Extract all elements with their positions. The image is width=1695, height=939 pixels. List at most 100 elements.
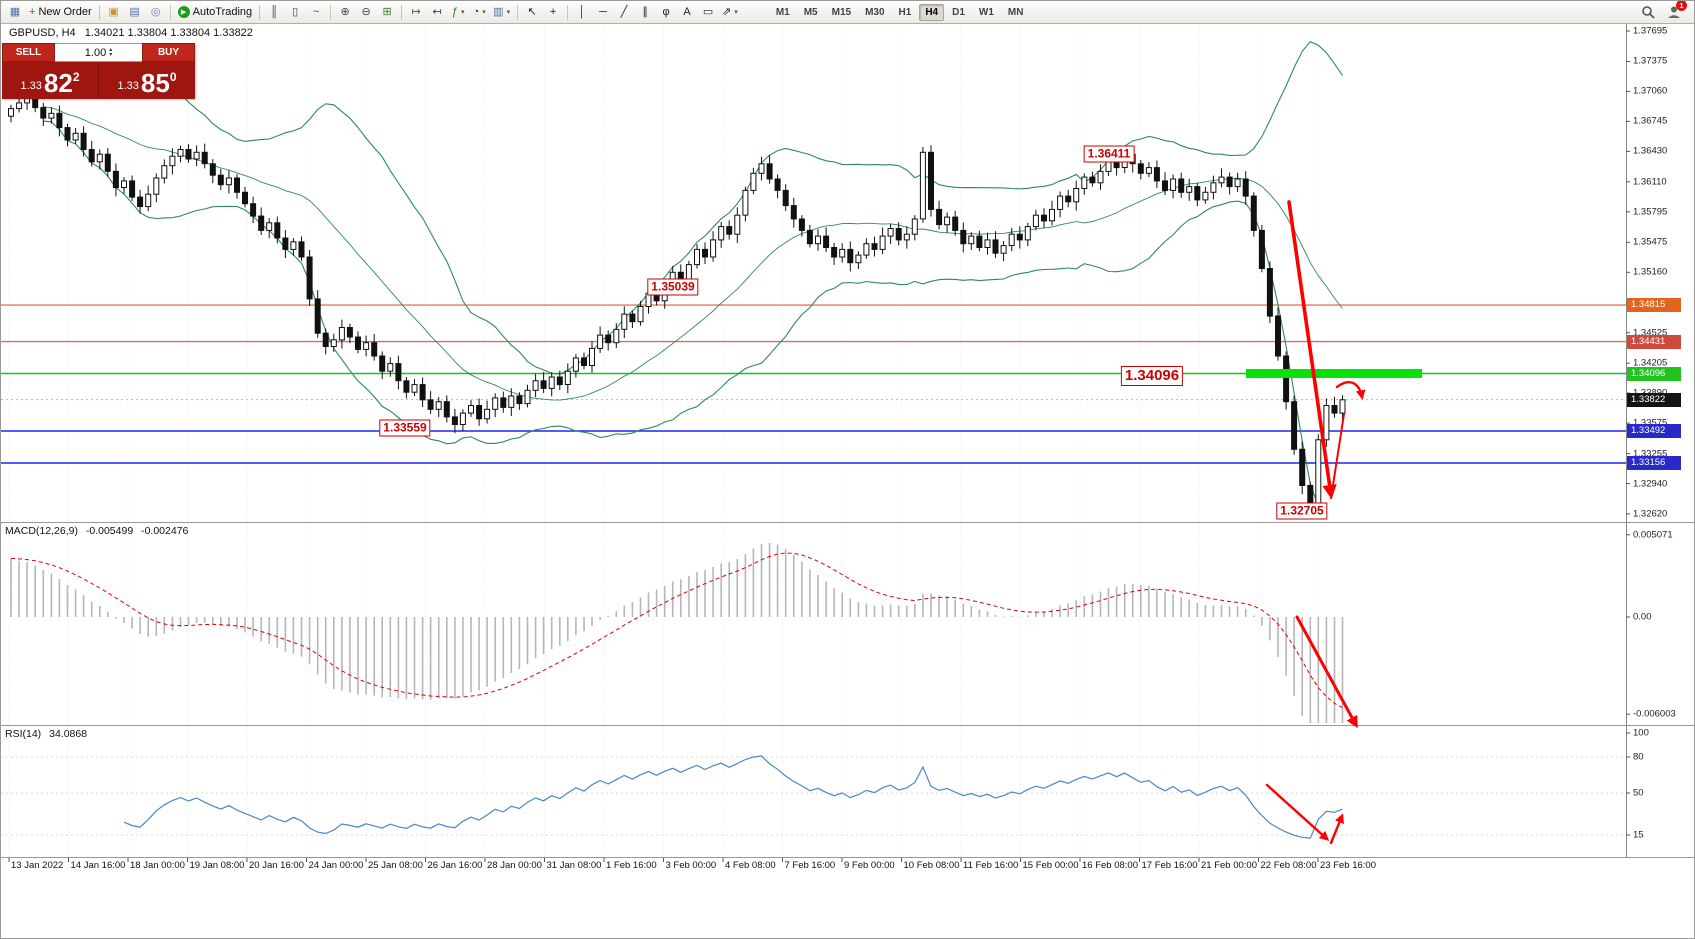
timeframe-w1[interactable]: W1 [978,6,994,18]
price-annotation[interactable]: 1.36411 [1083,145,1135,163]
periods-icon[interactable]: ◔ ▾ [469,3,489,21]
crosshair-icon[interactable]: + [543,3,563,21]
price-tick-label: 1.34525 [1633,327,1668,339]
channel-icon[interactable]: ∥ [635,3,655,21]
toolbar-right-icons: 1 [1640,1,1690,20]
chart-shift-icon[interactable]: ↤ [427,3,447,21]
cursor-icon[interactable]: ↖ [522,3,542,21]
timeframe-mn[interactable]: MN [1007,6,1024,18]
one-click-trading-panel: SELL 1.00 ▴ ▾ BUY 1.33 82 2 1.33 85 0 [2,43,195,99]
price-tick-label: 1.37375 [1633,55,1668,67]
macd-scale-label: 0.005071 [1633,529,1673,541]
price-annotation[interactable]: 1.33559 [379,419,431,437]
price-badge: 1.33156 [1627,455,1681,470]
rsi-panel[interactable] [1,725,1694,857]
macd-main-value: -0.005499 [85,525,134,537]
auto-scroll-icon[interactable]: ↦ [406,3,426,21]
toolbar: ▦ + New Order ▣ ▤ ◎ ▶ AutoTrading ║ ▯ ~ ⊕ ⊖ ⊞ ↦ ↤ ƒ ▾ ◔ ▾ ▥ ▾… [1,1,1694,24]
macd-panel[interactable] [1,522,1694,725]
time-label: 10 Feb 08:00 [903,860,960,871]
timeframe-h4[interactable]: H4 [919,3,945,21]
time-axis[interactable] [1,857,1694,938]
price-scale[interactable] [1626,23,1694,855]
rsi-label-row: RSI(14) 34.0868 [5,728,87,740]
toolbar-separator [401,4,403,20]
new-order-button[interactable]: + New Order [26,3,95,21]
templates-icon: ▥ [493,5,504,18]
volume-field[interactable]: 1.00 ▴ ▾ [55,43,142,62]
auto-scroll-icon: ↦ [411,5,421,18]
templates-icon[interactable]: ▥ ▾ [490,3,513,21]
macd-label-row: MACD(12,26,9) -0.005499 -0.002476 [5,525,188,537]
price-annotation[interactable]: 1.34096 [1120,366,1184,386]
horizontal-line-icon: ─ [599,5,607,18]
timeframe-m15[interactable]: M15 [831,6,852,18]
sell-button[interactable]: SELL [2,43,55,62]
tile-windows-icon[interactable]: ⊞ [377,3,397,21]
print-icon[interactable]: ▤ [125,3,145,21]
horizontal-line-icon[interactable]: ─ [593,3,613,21]
zoom-out-icon: ⊖ [361,5,371,18]
profile-icon[interactable]: 1 [1666,1,1687,20]
price-annotation[interactable]: 1.32705 [1276,502,1328,520]
timeframe-m30[interactable]: M30 [865,6,885,18]
timeframe-d1[interactable]: D1 [952,6,965,18]
buy-price[interactable]: 1.33 85 0 [99,62,195,99]
indicators-icon: ƒ [451,5,458,18]
main-chart-panel[interactable] [1,23,1694,522]
price-annotation[interactable]: 1.35039 [647,278,699,296]
buy-price-small: 1.33 [117,80,139,92]
buy-price-big: 85 [140,68,170,98]
notification-badge[interactable]: 1 [1676,1,1687,11]
indicators-icon[interactable]: ƒ ▾ [448,3,468,21]
text-icon[interactable]: A [677,3,697,21]
vertical-line-icon: │ [578,5,586,18]
trendline-icon: ╱ [620,5,628,18]
chevron-down-icon: ▾ [482,9,486,16]
rsi-scale-label: 100 [1633,727,1649,739]
text-label-icon[interactable]: ▭ [698,3,718,21]
chart-symbol-header: GBPUSD, H4 1.34021 1.33804 1.33804 1.338… [9,27,253,39]
price-tick-label: 1.33575 [1633,418,1667,429]
chevron-down-icon: ▾ [460,9,465,16]
arrows-icon[interactable]: ⇗ ▾ [719,3,741,21]
toolbar-separator [567,4,569,20]
zoom-in-icon[interactable]: ⊕ [335,3,355,21]
autotrading-button[interactable]: ▶ AutoTrading [175,3,256,21]
price-tick-label: 1.33255 [1633,448,1668,460]
vertical-line-icon[interactable]: │ [572,3,592,21]
price-tick-label: 1.35160 [1633,266,1668,278]
package-icon[interactable]: ▣ [104,3,124,21]
window-icon[interactable]: ▦ [5,3,25,21]
price-badge: 1.33822 [1627,392,1681,407]
bar-chart-icon[interactable]: ║ [264,3,284,21]
line-chart-icon: ~ [312,5,320,18]
ohlc-values: 1.34021 1.33804 1.33804 1.33822 [84,27,253,39]
time-label: 11 Feb 16:00 [963,860,1019,871]
price-tick-label: 1.35795 [1633,206,1668,218]
time-label: 9 Feb 00:00 [844,860,895,871]
candle-chart-icon[interactable]: ▯ [285,3,305,21]
zoom-out-icon[interactable]: ⊖ [356,3,376,21]
timeframe-m5[interactable]: M5 [803,6,818,18]
line-chart-icon[interactable]: ~ [306,3,326,21]
bar-chart-icon: ║ [270,5,279,18]
text-icon: A [683,5,691,18]
crosshair-icon: + [549,5,557,18]
buy-button[interactable]: BUY [142,43,195,62]
timeframe-m1[interactable]: M1 [775,6,790,18]
toolbar-separator [169,4,171,20]
trendline-icon[interactable]: ╱ [614,3,634,21]
time-label: 19 Jan 08:00 [189,860,245,871]
time-label: 15 Feb 00:00 [1022,860,1079,871]
fibonacci-icon[interactable]: φ [656,3,676,21]
timeframe-h1[interactable]: H1 [898,6,912,18]
volume-down-button[interactable]: ▾ [109,51,113,58]
sell-price[interactable]: 1.33 82 2 [2,62,99,99]
symbol-label: GBPUSD, H4 [9,27,76,39]
candle-chart-icon: ▯ [292,5,299,18]
time-label: 28 Jan 00:00 [487,860,542,871]
time-label: 25 Jan 08:00 [368,860,423,871]
data-window-icon[interactable]: ◎ [146,3,166,21]
search-icon[interactable] [1640,4,1656,20]
